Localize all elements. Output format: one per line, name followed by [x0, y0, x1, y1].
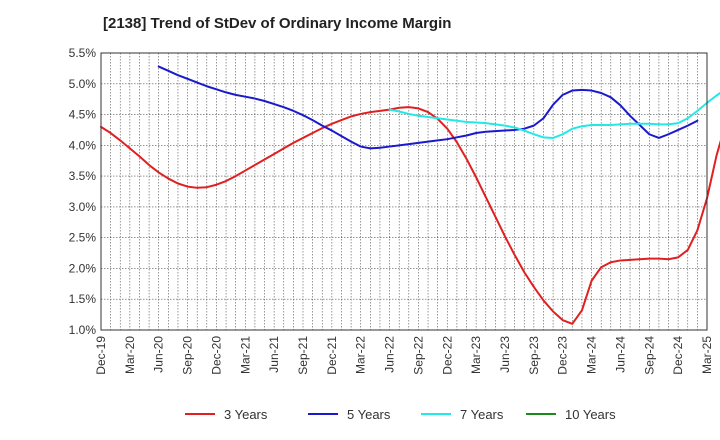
x-tick-label: Mar-21	[238, 336, 252, 374]
y-tick-label: 3.5%	[69, 169, 97, 183]
y-tick-label: 1.5%	[69, 292, 97, 306]
y-tick-label: 2.0%	[69, 261, 97, 275]
x-tick-label: Dec-23	[556, 336, 570, 375]
x-tick-label: Dec-21	[325, 336, 339, 375]
x-tick-label: Sep-24	[642, 336, 656, 375]
x-tick-label: Mar-23	[469, 336, 483, 374]
x-tick-label: Jun-21	[267, 336, 281, 373]
legend-label: 10 Years	[565, 407, 616, 422]
x-tick-label: Sep-23	[527, 336, 541, 375]
x-tick-label: Jun-20	[152, 336, 166, 373]
x-tick-label: Sep-20	[181, 336, 195, 375]
legend: 3 Years 5 Years 7 Years 10 Years	[185, 407, 616, 422]
y-tick-label: 2.5%	[69, 231, 97, 245]
x-tick-label: Jun-24	[613, 336, 627, 373]
x-tick-label: Dec-19	[94, 336, 108, 375]
legend-label: 7 Years	[460, 407, 504, 422]
series-layer	[100, 65, 720, 325]
x-tick-label: Jun-22	[383, 336, 397, 373]
series-line	[157, 65, 699, 150]
series-line	[100, 106, 720, 325]
x-axis: Dec-19 Mar-20 Jun-20 Sep-20 Dec-20 Mar-21 Jun-…	[94, 336, 714, 375]
y-tick-label: 3.0%	[69, 200, 97, 214]
y-tick-label: 4.0%	[69, 138, 97, 152]
chart-title: [2138] Trend of StDev of Ordinary Income…	[103, 15, 451, 32]
y-axis: 5.5% 5.0% 4.5% 4.0% 3.5% 3.0% 2.5% 2.0% 1.5% 1.0%	[69, 46, 97, 337]
y-tick-label: 5.0%	[69, 77, 97, 91]
x-tick-label: Dec-22	[440, 336, 454, 375]
plot-area	[101, 53, 707, 330]
x-tick-label: Dec-24	[671, 336, 685, 375]
y-tick-label: 5.5%	[69, 46, 97, 60]
x-tick-label: Sep-22	[411, 336, 425, 375]
x-tick-label: Sep-21	[296, 336, 310, 375]
series-line	[388, 91, 720, 139]
x-tick-label: Dec-20	[209, 336, 223, 375]
y-tick-label: 4.5%	[69, 108, 97, 122]
x-tick-label: Mar-22	[354, 336, 368, 374]
legend-label: 5 Years	[347, 407, 391, 422]
legend-label: 3 Years	[224, 407, 268, 422]
plot-frame	[100, 52, 708, 331]
x-tick-label: Mar-24	[585, 336, 599, 374]
x-tick-label: Jun-23	[498, 336, 512, 373]
x-tick-label: Mar-25	[700, 336, 714, 374]
x-tick-label: Mar-20	[123, 336, 137, 374]
y-tick-label: 1.0%	[69, 323, 97, 337]
